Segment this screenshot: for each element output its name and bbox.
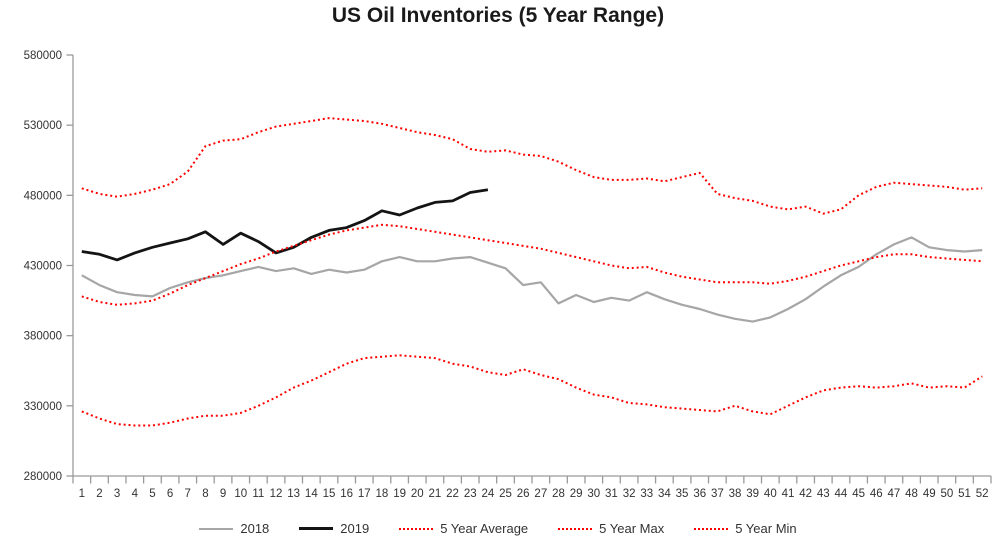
x-axis-label: 42 bbox=[799, 488, 812, 500]
y-axis-label: 530000 bbox=[24, 120, 62, 132]
x-axis-label: 32 bbox=[623, 488, 636, 500]
x-axis-label: 4 bbox=[132, 488, 139, 500]
legend-swatch-2018 bbox=[199, 527, 234, 530]
legend-label-2018: 2018 bbox=[240, 521, 270, 536]
x-axis-label: 39 bbox=[746, 488, 759, 500]
legend-label-5yr-average: 5 Year Average bbox=[440, 521, 529, 536]
series-line-5-year-average bbox=[81, 223, 983, 306]
x-axis-label: 5 bbox=[149, 488, 155, 500]
x-axis-label: 16 bbox=[340, 488, 353, 500]
x-axis-label: 44 bbox=[835, 488, 848, 500]
x-axis-label: 25 bbox=[499, 488, 512, 500]
x-axis-label: 49 bbox=[923, 488, 936, 500]
x-axis-label: 50 bbox=[940, 488, 953, 500]
x-axis-label: 28 bbox=[552, 488, 565, 500]
legend-swatch-2019 bbox=[299, 527, 334, 530]
legend-item-2019: 2019 bbox=[299, 521, 369, 536]
y-axis-label: 330000 bbox=[24, 401, 62, 413]
series-line-2019 bbox=[81, 188, 489, 262]
legend-label-2019: 2019 bbox=[340, 521, 370, 536]
series-line-2018 bbox=[81, 236, 983, 323]
x-axis-label: 7 bbox=[185, 488, 191, 500]
x-axis-label: 43 bbox=[817, 488, 830, 500]
x-axis-label: 47 bbox=[888, 488, 901, 500]
legend-label-5yr-max: 5 Year Max bbox=[599, 521, 665, 536]
x-axis-label: 17 bbox=[358, 488, 371, 500]
legend-item-5yr-average: 5 Year Average bbox=[399, 521, 528, 536]
chart-title: US Oil Inventories (5 Year Range) bbox=[331, 4, 665, 27]
x-axis-label: 37 bbox=[711, 488, 724, 500]
x-axis-label: 27 bbox=[534, 488, 547, 500]
x-axis-label: 21 bbox=[429, 488, 442, 500]
x-axis-label: 40 bbox=[764, 488, 777, 500]
x-axis-label: 11 bbox=[252, 488, 264, 500]
x-axis-label: 29 bbox=[570, 488, 583, 500]
x-axis-label: 18 bbox=[376, 488, 389, 500]
y-axis-label: 580000 bbox=[24, 50, 62, 62]
x-axis-label: 24 bbox=[481, 488, 494, 500]
x-axis-label: 31 bbox=[605, 488, 618, 500]
x-axis-label: 14 bbox=[305, 488, 318, 500]
x-axis-label: 12 bbox=[270, 488, 283, 500]
x-axis-label: 13 bbox=[287, 488, 300, 500]
x-axis-label: 15 bbox=[323, 488, 336, 500]
y-axis-label: 430000 bbox=[24, 261, 62, 273]
x-axis-label: 38 bbox=[729, 488, 742, 500]
legend-item-5yr-max: 5 Year Max bbox=[558, 521, 664, 536]
x-axis-label: 45 bbox=[852, 488, 865, 500]
axis-lines bbox=[72, 55, 991, 477]
legend-item-2018: 2018 bbox=[199, 521, 269, 536]
x-axis-label: 6 bbox=[167, 488, 173, 500]
x-axis-label: 46 bbox=[870, 488, 883, 500]
legend-label-5yr-min: 5 Year Min bbox=[735, 521, 797, 536]
x-axis-label: 8 bbox=[202, 488, 208, 500]
x-axis-label: 34 bbox=[658, 488, 671, 500]
x-axis-label: 1 bbox=[79, 488, 85, 500]
x-axis-label: 36 bbox=[693, 488, 706, 500]
x-axis-label: 9 bbox=[220, 488, 226, 500]
x-axis-label: 30 bbox=[587, 488, 600, 500]
legend-swatch-5yr-max bbox=[558, 527, 593, 530]
legend-item-5yr-min: 5 Year Min bbox=[694, 521, 797, 536]
x-axis-label: 10 bbox=[234, 488, 247, 500]
x-axis-label: 35 bbox=[676, 488, 689, 500]
x-axis-label: 52 bbox=[976, 488, 989, 500]
legend: 2018 2019 5 Year Average 5 Year Max 5 Ye… bbox=[0, 521, 996, 536]
y-axis-label: 380000 bbox=[24, 331, 62, 343]
x-axis-label: 19 bbox=[393, 488, 406, 500]
legend-swatch-5yr-average bbox=[399, 527, 434, 530]
x-axis-label: 26 bbox=[517, 488, 530, 500]
x-axis-label: 22 bbox=[446, 488, 459, 500]
x-axis-label: 33 bbox=[640, 488, 653, 500]
x-axis-label: 48 bbox=[905, 488, 918, 500]
x-axis-label: 23 bbox=[464, 488, 477, 500]
y-axis-label: 480000 bbox=[24, 190, 62, 202]
y-axis-label: 280000 bbox=[24, 471, 62, 483]
series-line-5-year-max bbox=[81, 117, 983, 215]
legend-swatch-5yr-min bbox=[694, 527, 729, 530]
x-axis-label: 2 bbox=[96, 488, 102, 500]
series-line-5-year-min bbox=[81, 354, 983, 427]
x-axis-label: 20 bbox=[411, 488, 424, 500]
x-axis-label: 41 bbox=[782, 488, 795, 500]
x-axis-label: 51 bbox=[958, 488, 971, 500]
x-axis-label: 3 bbox=[114, 488, 120, 500]
